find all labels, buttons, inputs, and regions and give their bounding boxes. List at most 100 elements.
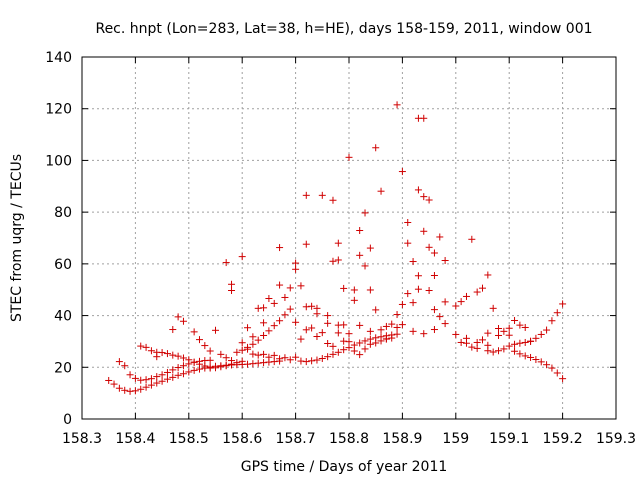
plot-frame — [81, 56, 617, 420]
data-point — [420, 227, 428, 235]
data-point — [559, 300, 567, 308]
data-point — [356, 339, 364, 347]
data-point — [137, 376, 145, 384]
y-tick-label: 40 — [54, 309, 72, 325]
data-point — [222, 259, 230, 267]
data-point — [217, 350, 225, 358]
data-point — [244, 360, 252, 368]
data-point — [543, 326, 551, 334]
data-point — [286, 284, 294, 292]
data-point — [163, 350, 171, 358]
data-point — [297, 282, 305, 290]
data-point — [153, 373, 161, 381]
data-point — [254, 351, 262, 359]
data-point — [260, 331, 268, 339]
data-point — [511, 347, 519, 355]
data-point — [185, 368, 193, 376]
data-point — [543, 361, 551, 369]
data-point — [249, 340, 257, 348]
data-point — [244, 324, 252, 332]
data-point — [313, 356, 321, 364]
data-point — [527, 337, 535, 345]
data-point — [361, 345, 369, 353]
data-point — [393, 330, 401, 338]
data-point — [414, 272, 422, 280]
data-point — [308, 302, 316, 310]
data-point — [404, 239, 412, 247]
data-point — [238, 346, 246, 354]
data-point — [372, 339, 380, 347]
data-point — [137, 385, 145, 393]
data-point — [329, 196, 337, 204]
data-point — [174, 371, 182, 379]
data-point — [324, 319, 332, 327]
data-point — [195, 336, 203, 344]
data-point — [334, 348, 342, 356]
data-point — [382, 335, 390, 343]
data-point — [521, 352, 529, 360]
data-point — [121, 386, 129, 394]
data-point — [249, 360, 257, 368]
data-point — [484, 271, 492, 279]
y-tick-label: 80 — [54, 205, 72, 221]
data-point — [174, 364, 182, 372]
data-point — [420, 114, 428, 122]
y-tick-label: 140 — [45, 50, 72, 66]
data-point — [110, 380, 118, 388]
data-point — [265, 327, 273, 335]
data-point — [254, 336, 262, 344]
data-point — [441, 298, 449, 306]
data-point — [324, 312, 332, 320]
data-point — [142, 343, 150, 351]
data-point — [276, 355, 284, 363]
data-point — [238, 253, 246, 261]
x-tick-label: 158.8 — [329, 431, 369, 447]
data-point — [409, 327, 417, 335]
data-point — [233, 359, 241, 367]
data-point — [505, 331, 513, 339]
data-point — [318, 354, 326, 362]
data-point — [260, 350, 268, 358]
y-tick-label: 120 — [45, 102, 72, 118]
data-point — [281, 293, 289, 301]
data-point — [158, 371, 166, 379]
data-point — [345, 344, 353, 352]
data-point — [441, 256, 449, 264]
data-point — [468, 235, 476, 243]
data-point — [179, 317, 187, 325]
data-point — [318, 329, 326, 337]
data-point — [174, 352, 182, 360]
data-point — [537, 330, 545, 338]
data-point — [260, 319, 268, 327]
data-point — [527, 353, 535, 361]
data-point — [126, 387, 134, 395]
data-point — [334, 329, 342, 337]
data-point — [105, 376, 113, 384]
data-point — [302, 303, 310, 311]
data-point — [147, 347, 155, 355]
data-point — [222, 362, 230, 370]
data-point — [222, 354, 230, 362]
data-point — [281, 354, 289, 362]
x-axis-label: GPS time / Days of year 2011 — [241, 459, 448, 475]
data-point — [350, 347, 358, 355]
data-point — [121, 362, 129, 370]
data-point — [206, 356, 214, 364]
data-point — [495, 331, 503, 339]
data-point — [516, 350, 524, 358]
data-point — [361, 262, 369, 270]
data-point — [532, 356, 540, 364]
data-point — [302, 326, 310, 334]
data-point — [297, 357, 305, 365]
y-axis-label: STEC from uqrg / TECUs — [9, 154, 25, 322]
data-point — [185, 356, 193, 364]
data-point — [329, 342, 337, 350]
data-point — [345, 338, 353, 346]
data-point — [340, 346, 348, 354]
chart-title: Rec. hnpt (Lon=283, Lat=38, h=HE), days … — [95, 21, 592, 37]
data-point — [292, 353, 300, 361]
data-point — [356, 321, 364, 329]
data-point — [270, 358, 278, 366]
data-point — [158, 377, 166, 385]
data-point — [452, 330, 460, 338]
